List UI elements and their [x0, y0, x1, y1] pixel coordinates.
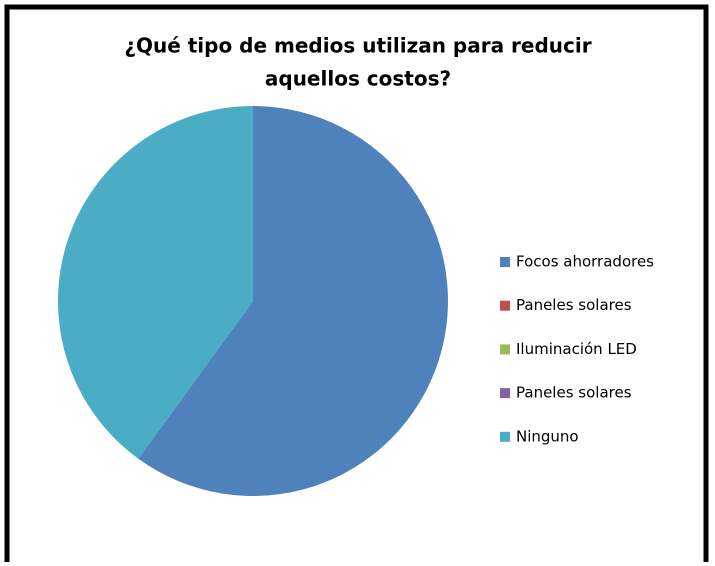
legend-label: Iluminación LED [516, 340, 637, 358]
pie-slice [138, 106, 448, 496]
pie-slice [58, 106, 253, 459]
chart-title: ¿Qué tipo de medios utilizan para reduci… [124, 34, 591, 58]
legend-swatch [500, 431, 510, 442]
legend-label: Paneles solares [516, 296, 632, 314]
legend-swatch [500, 388, 510, 399]
chart-title: aquellos costos? [265, 67, 451, 91]
legend-label: Focos ahorradores [516, 253, 654, 271]
frame [4, 4, 709, 566]
legend-label: Paneles solares [516, 384, 632, 402]
legend-swatch [500, 257, 510, 267]
legend-swatch [500, 344, 510, 355]
legend-swatch [500, 300, 510, 311]
legend-label: Ninguno [516, 427, 579, 445]
